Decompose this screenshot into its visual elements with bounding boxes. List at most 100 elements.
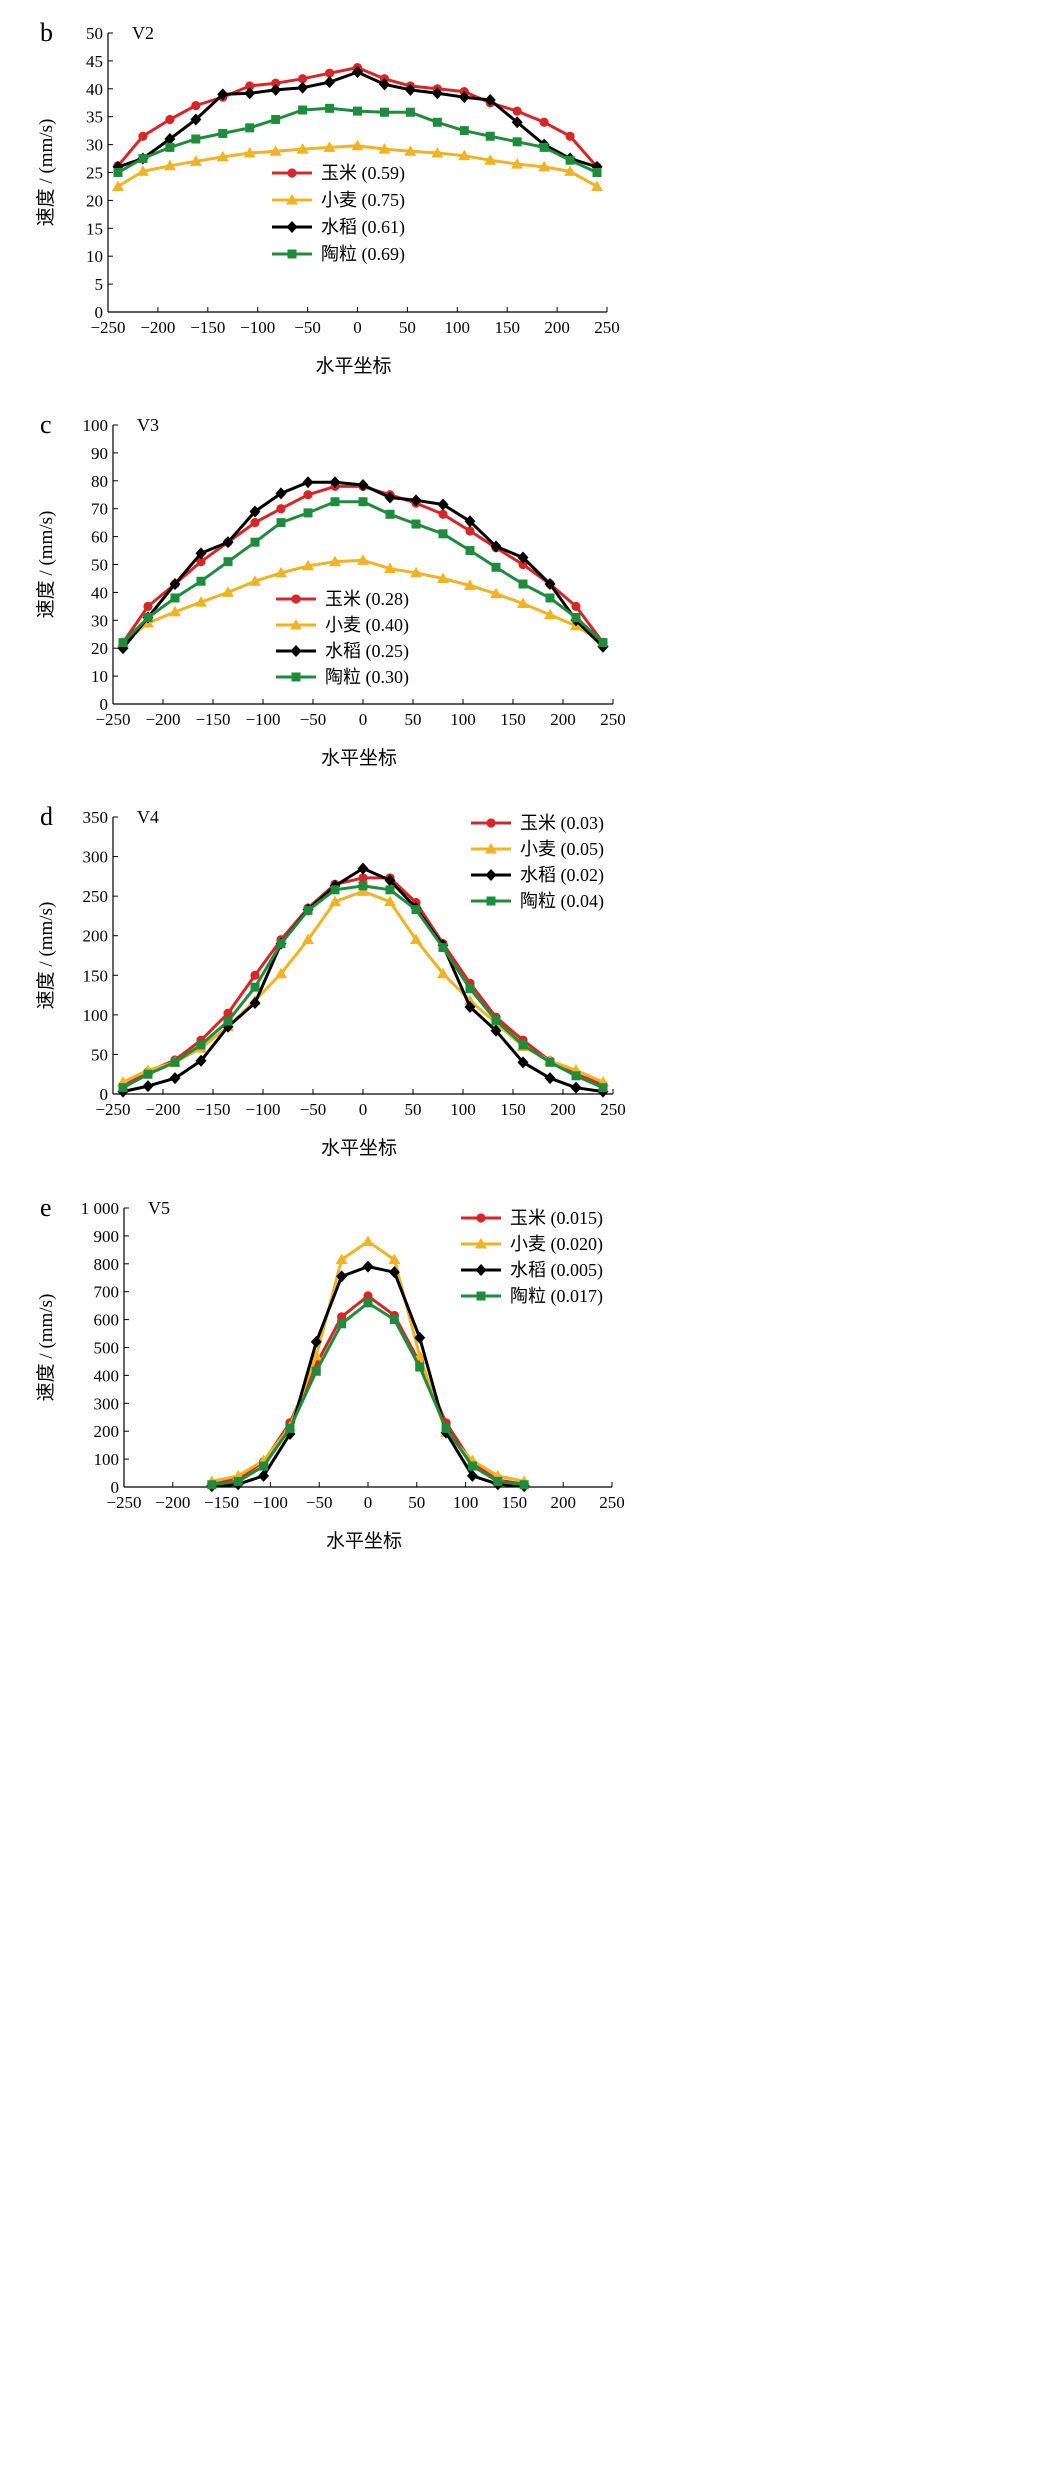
data-point bbox=[571, 601, 581, 611]
x-tick-label: −250 bbox=[95, 710, 130, 729]
data-point bbox=[378, 78, 390, 91]
data-point bbox=[169, 605, 181, 617]
data-point bbox=[591, 180, 604, 191]
legend-item: 小麦 (0.020) bbox=[461, 1234, 603, 1255]
legend-marker bbox=[485, 843, 497, 854]
data-point bbox=[298, 105, 308, 115]
series-4 bbox=[113, 103, 602, 177]
data-point bbox=[511, 158, 524, 169]
data-point bbox=[276, 504, 286, 514]
data-point bbox=[250, 518, 260, 528]
y-tick-label: 10 bbox=[86, 247, 103, 266]
data-point bbox=[491, 562, 501, 572]
x-tick-label: 200 bbox=[544, 318, 570, 337]
x-tick-label: −100 bbox=[240, 318, 275, 337]
data-point bbox=[196, 557, 206, 567]
legend-label: 小麦 (0.40) bbox=[325, 615, 409, 636]
data-point bbox=[357, 862, 369, 875]
data-point bbox=[544, 578, 556, 591]
data-point bbox=[352, 66, 363, 79]
series-line bbox=[116, 66, 599, 168]
series-2 bbox=[111, 139, 604, 191]
legend-marker bbox=[476, 1213, 486, 1223]
legend-item: 玉米 (0.015) bbox=[461, 1208, 603, 1229]
data-point bbox=[466, 1469, 478, 1482]
legend: 玉米 (0.03) 小麦 (0.05) 水稻 (0.02) 陶粒 (0.04) bbox=[471, 813, 604, 912]
legend-label: 小麦 (0.75) bbox=[321, 190, 405, 211]
data-point bbox=[410, 494, 422, 507]
data-point bbox=[598, 1083, 608, 1093]
data-point bbox=[329, 895, 341, 907]
x-tick-label: 200 bbox=[550, 1493, 576, 1512]
data-point bbox=[437, 967, 449, 979]
legend-item: 陶粒 (0.69) bbox=[272, 244, 405, 265]
data-point bbox=[405, 107, 415, 117]
legend-item: 水稻 (0.61) bbox=[272, 217, 405, 238]
data-point bbox=[362, 1235, 374, 1246]
legend: 玉米 (0.59) 小麦 (0.75) 水稻 (0.61) 陶粒 (0.69) bbox=[272, 163, 405, 265]
data-point bbox=[539, 117, 549, 127]
data-point bbox=[384, 562, 396, 574]
data-point bbox=[385, 509, 395, 519]
data-point bbox=[414, 1331, 426, 1344]
x-tick-label: −200 bbox=[145, 1100, 180, 1119]
x-tick-label: 150 bbox=[500, 1100, 526, 1119]
y-axis-title: 速度 / (mm/s) bbox=[35, 119, 57, 227]
x-tick-label: 250 bbox=[600, 710, 626, 729]
x-tick-label: 200 bbox=[550, 710, 576, 729]
panel-d: 0 50 100 150 200 250 300 350 −250 −200 −150 −100 −50… bbox=[35, 802, 626, 1159]
data-point bbox=[170, 593, 180, 603]
legend-item: 陶粒 (0.30) bbox=[276, 667, 409, 688]
y-tick-label: 400 bbox=[94, 1366, 120, 1385]
data-point bbox=[379, 107, 389, 117]
data-point bbox=[285, 1423, 295, 1433]
y-tick-label: 150 bbox=[83, 966, 109, 985]
data-point bbox=[165, 142, 175, 152]
data-point bbox=[512, 106, 522, 116]
data-point bbox=[275, 487, 287, 500]
data-point bbox=[389, 1315, 399, 1325]
data-point bbox=[571, 1071, 581, 1081]
legend-marker bbox=[287, 249, 297, 259]
data-point bbox=[276, 939, 286, 949]
series-4 bbox=[118, 497, 608, 648]
panel-title: V4 bbox=[137, 807, 159, 827]
data-point bbox=[358, 873, 368, 883]
x-tick-label: 100 bbox=[453, 1493, 479, 1512]
data-point bbox=[571, 613, 581, 623]
y-tick-label: 90 bbox=[91, 444, 108, 463]
x-tick-label: −100 bbox=[245, 710, 280, 729]
data-point bbox=[196, 576, 206, 586]
data-point bbox=[363, 1291, 373, 1301]
x-tick-label: 200 bbox=[550, 1100, 576, 1119]
data-point bbox=[302, 933, 314, 945]
x-tick-label: 150 bbox=[502, 1493, 528, 1512]
legend-marker bbox=[286, 194, 298, 205]
data-point bbox=[329, 476, 341, 489]
series-line bbox=[122, 889, 604, 1084]
y-tick-label: 100 bbox=[83, 416, 109, 435]
x-tick-label: 100 bbox=[445, 318, 471, 337]
y-tick-label: 300 bbox=[83, 848, 109, 867]
data-point bbox=[385, 885, 395, 895]
x-tick-label: −50 bbox=[300, 1100, 327, 1119]
legend-marker bbox=[475, 1264, 487, 1276]
data-point bbox=[118, 638, 128, 648]
data-point bbox=[411, 519, 421, 529]
data-point bbox=[169, 1072, 181, 1085]
legend-label: 水稻 (0.005) bbox=[510, 1260, 603, 1281]
x-tick-label: 50 bbox=[405, 710, 422, 729]
x-axis-title: 水平坐标 bbox=[321, 747, 397, 769]
data-point bbox=[592, 168, 602, 177]
legend-marker bbox=[291, 594, 301, 604]
x-tick-label: 250 bbox=[599, 1493, 625, 1512]
data-point bbox=[384, 491, 396, 504]
panel-letter: b bbox=[40, 18, 53, 47]
series-1 bbox=[207, 1291, 529, 1489]
y-tick-label: 300 bbox=[94, 1394, 120, 1413]
y-axis-title: 速度 / (mm/s) bbox=[35, 902, 57, 1010]
data-point bbox=[330, 885, 340, 895]
legend-marker bbox=[476, 1291, 486, 1301]
y-tick-label: 20 bbox=[86, 191, 103, 210]
data-point bbox=[143, 613, 153, 623]
